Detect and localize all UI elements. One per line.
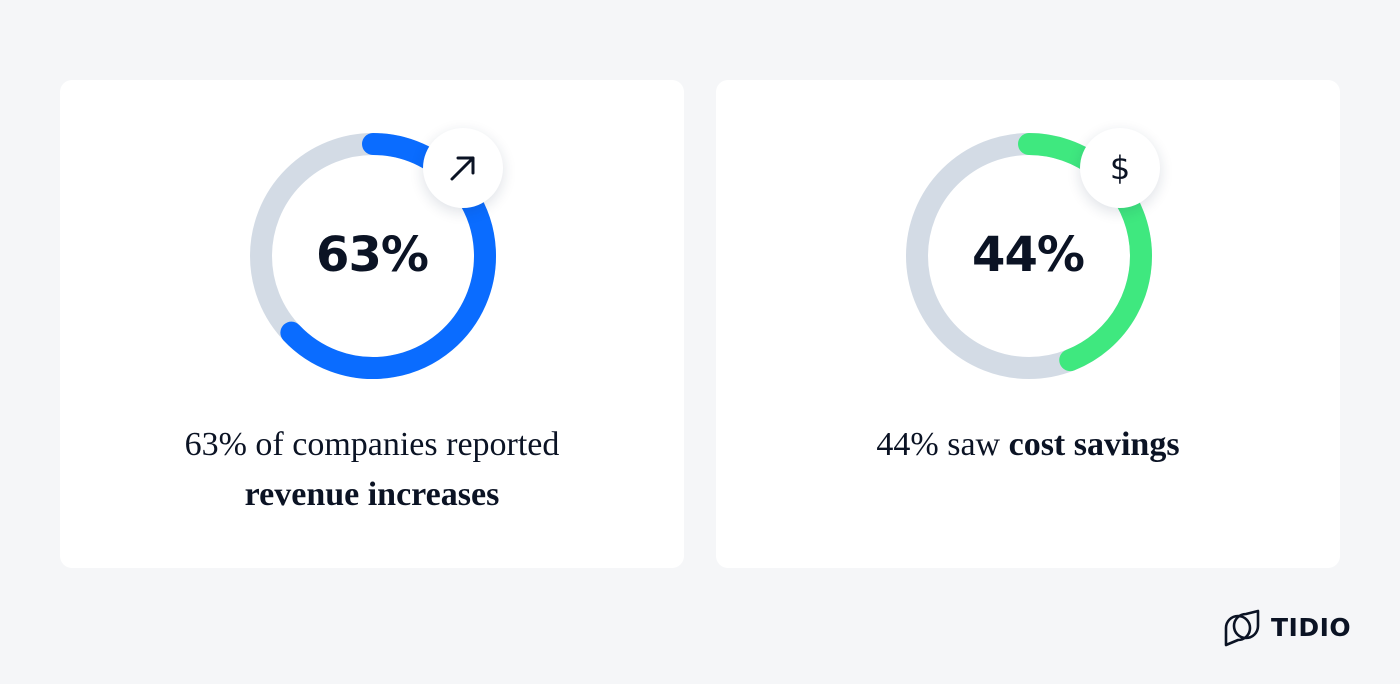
stat-caption: 63% of companies reported revenue increa… — [60, 420, 684, 520]
stat-caption: 44% saw cost savings — [716, 420, 1340, 470]
donut-value-arc — [1018, 133, 1152, 372]
stat-card-cost-savings: 44% $ 44% saw cost savings — [716, 80, 1340, 568]
percentage-value: 63% — [316, 227, 429, 283]
donut-chart-cost-savings — [906, 133, 1152, 379]
brand-name: TIDIO — [1271, 612, 1352, 642]
caption-lead: 44% saw — [876, 426, 1009, 463]
caption-highlight: cost savings — [1008, 426, 1180, 463]
trend-badge — [423, 128, 503, 208]
tidio-logo: TIDIO — [1221, 606, 1351, 648]
tidio-logo-icon — [1224, 609, 1260, 647]
dollar-icon: $ — [1109, 149, 1131, 187]
arrow-up-right-icon — [450, 156, 475, 181]
percentage-value: 44% — [972, 227, 1085, 283]
stat-card-revenue: 63% 63% of companies reported revenue in… — [60, 80, 684, 568]
caption-line: 63% of companies reported — [184, 426, 560, 463]
savings-badge: $ — [1080, 128, 1160, 208]
caption-highlight: revenue increases — [244, 476, 500, 513]
